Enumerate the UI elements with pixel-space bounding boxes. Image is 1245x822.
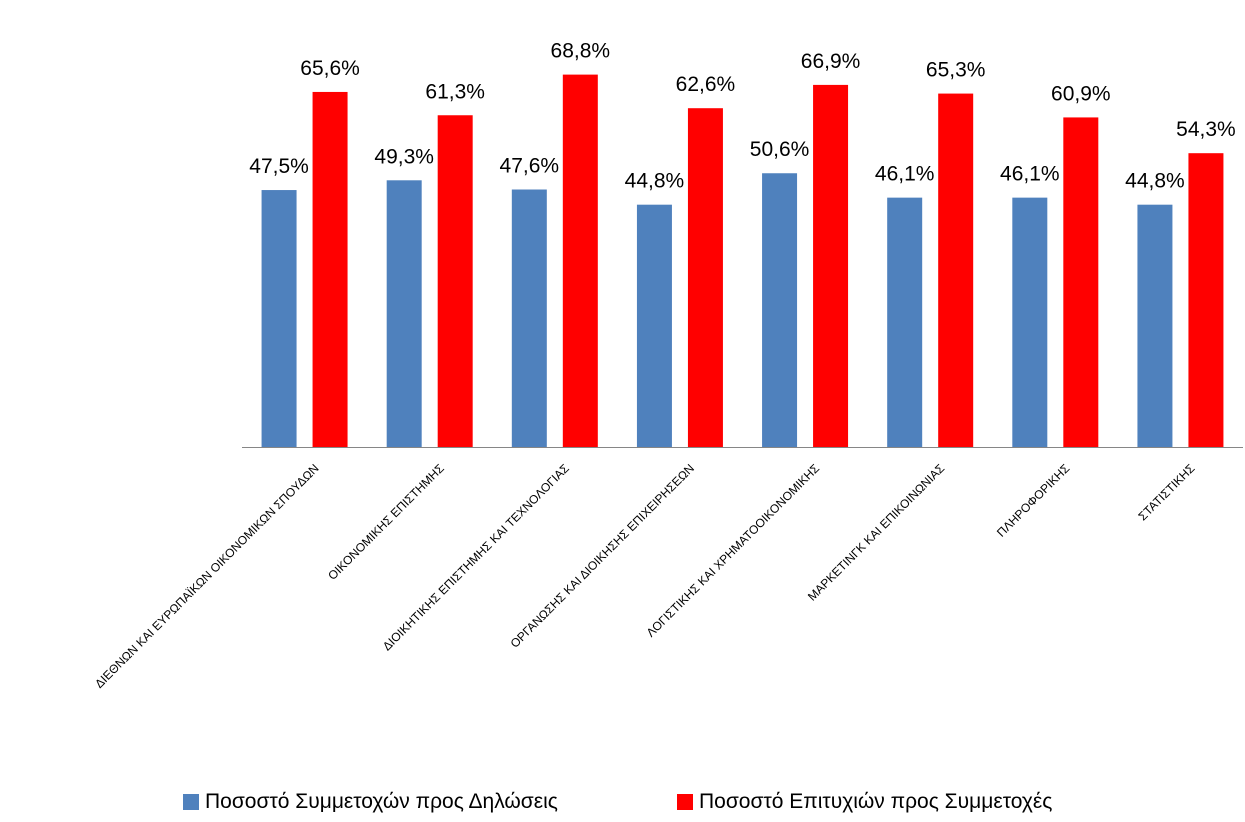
data-label-series2-0: 65,6% [300, 57, 360, 80]
data-label-series2-7: 54,3% [1176, 118, 1236, 141]
data-label-series1-2: 47,6% [500, 155, 560, 178]
bar-series1-2 [511, 189, 547, 448]
bar-series2-7 [1188, 153, 1224, 448]
data-label-series1-1: 49,3% [374, 145, 434, 168]
bar-series2-5 [938, 93, 974, 448]
legend-item-success: Ποσοστό Επιτυχιών προς Συμμετοχές [677, 790, 1052, 814]
chart-legend: Ποσοστό Συμμετοχών προς Δηλώσεις Ποσοστό… [0, 790, 1245, 820]
bar-series2-1 [437, 115, 473, 448]
data-label-series1-5: 46,1% [875, 163, 935, 186]
bar-series2-0 [312, 91, 348, 448]
bar-series2-6 [1063, 117, 1099, 448]
data-label-series2-4: 66,9% [801, 50, 861, 73]
data-label-series1-4: 50,6% [750, 138, 810, 161]
bar-series1-6 [1012, 197, 1048, 448]
data-label-series1-7: 44,8% [1125, 170, 1185, 193]
data-label-series2-6: 60,9% [1051, 82, 1111, 105]
data-label-series1-3: 44,8% [625, 170, 685, 193]
data-label-series2-3: 62,6% [676, 73, 736, 96]
bar-series2-2 [562, 74, 598, 448]
legend-label-participation: Ποσοστό Συμμετοχών προς Δηλώσεις [205, 790, 558, 813]
category-label-5: ΜΑΡΚΕΤΙΝΓΚ ΚΑΙ ΕΠΙΚΟΙΝΩΝΙΑΣ [805, 461, 947, 603]
bar-series1-3 [636, 204, 672, 448]
legend-swatch-success [677, 794, 693, 810]
bar-series1-0 [261, 190, 297, 448]
bar-series1-5 [887, 197, 923, 448]
data-label-series2-5: 65,3% [926, 59, 986, 82]
category-label-0: ΔΙΕΘΝΩΝ ΚΑΙ ΕΥΡΩΠΑΪΚΩΝ ΟΙΚΟΝΟΜΙΚΩΝ ΣΠΟΥΔ… [92, 461, 322, 691]
data-label-series2-1: 61,3% [425, 80, 485, 103]
legend-item-participation: Ποσοστό Συμμετοχών προς Δηλώσεις [183, 790, 558, 814]
bar-series1-4 [762, 173, 798, 448]
data-label-series1-0: 47,5% [249, 155, 309, 178]
bar-series1-7 [1137, 204, 1173, 448]
bar-series2-4 [813, 84, 849, 448]
category-label-6: ΠΛΗΡΟΦΟΡΙΚΗΣ [994, 461, 1073, 540]
legend-label-success: Ποσοστό Επιτυχιών προς Συμμετοχές [699, 790, 1053, 813]
data-label-series1-6: 46,1% [1000, 163, 1060, 186]
bar-series2-3 [687, 108, 723, 448]
category-label-1: ΟΙΚΟΝΟΜΙΚΗΣ ΕΠΙΣΤΗΜΗΣ [325, 461, 447, 583]
legend-swatch-participation [183, 794, 199, 810]
category-label-7: ΣΤΑΤΙΣΤΙΚΗΣ [1135, 461, 1197, 523]
bar-series1-1 [386, 180, 422, 448]
data-label-series2-2: 68,8% [551, 40, 611, 63]
